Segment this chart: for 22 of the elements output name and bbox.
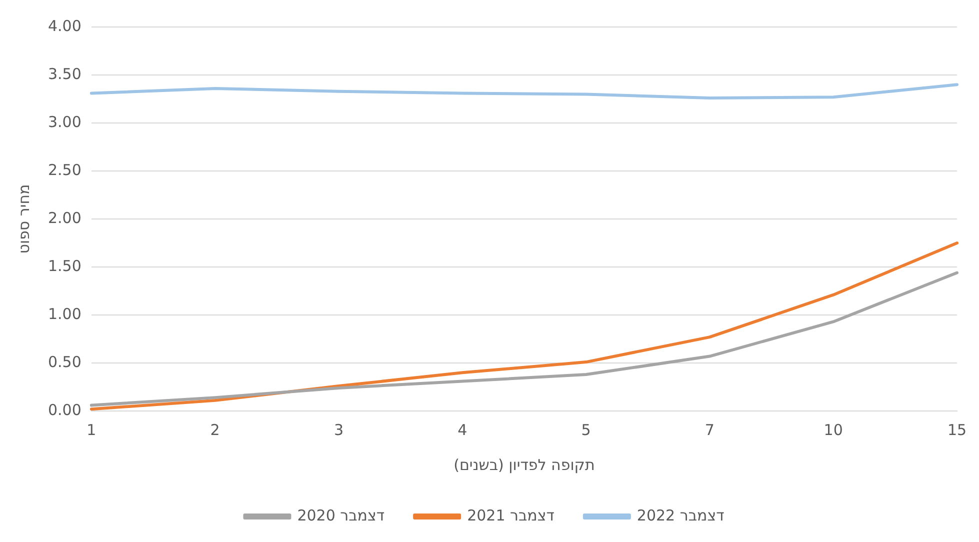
x-axis-title: תקופה לפדיון (בשנים) [454,456,595,474]
y-tick-label: 2.00 [48,208,82,227]
x-tick-label: 7 [704,420,714,439]
y-tick-label: 1.00 [48,304,82,323]
legend-label: דצמבר 2022 [636,506,724,524]
y-tick-label: 4.00 [48,16,82,35]
y-tick-label: 3.50 [48,64,82,83]
legend-label: דצמבר 2021 [467,506,554,524]
y-tick-label: 0.00 [48,400,82,419]
x-tick-label: 2 [210,420,220,439]
x-tick-label: 4 [458,420,468,439]
x-tick-label: 1 [86,420,96,439]
y-tick-label: 3.00 [48,112,82,131]
y-axis-title: מחיר ספוט [14,184,33,254]
x-tick-label: 3 [334,420,344,439]
y-tick-label: 1.50 [48,256,82,275]
x-tick-label: 10 [824,420,843,439]
x-tick-label: 15 [947,420,967,439]
y-tick-label: 2.50 [48,160,82,179]
y-tick-label: 0.50 [48,352,82,371]
legend-label: דצמבר 2020 [297,506,385,524]
x-tick-label: 5 [581,420,591,439]
